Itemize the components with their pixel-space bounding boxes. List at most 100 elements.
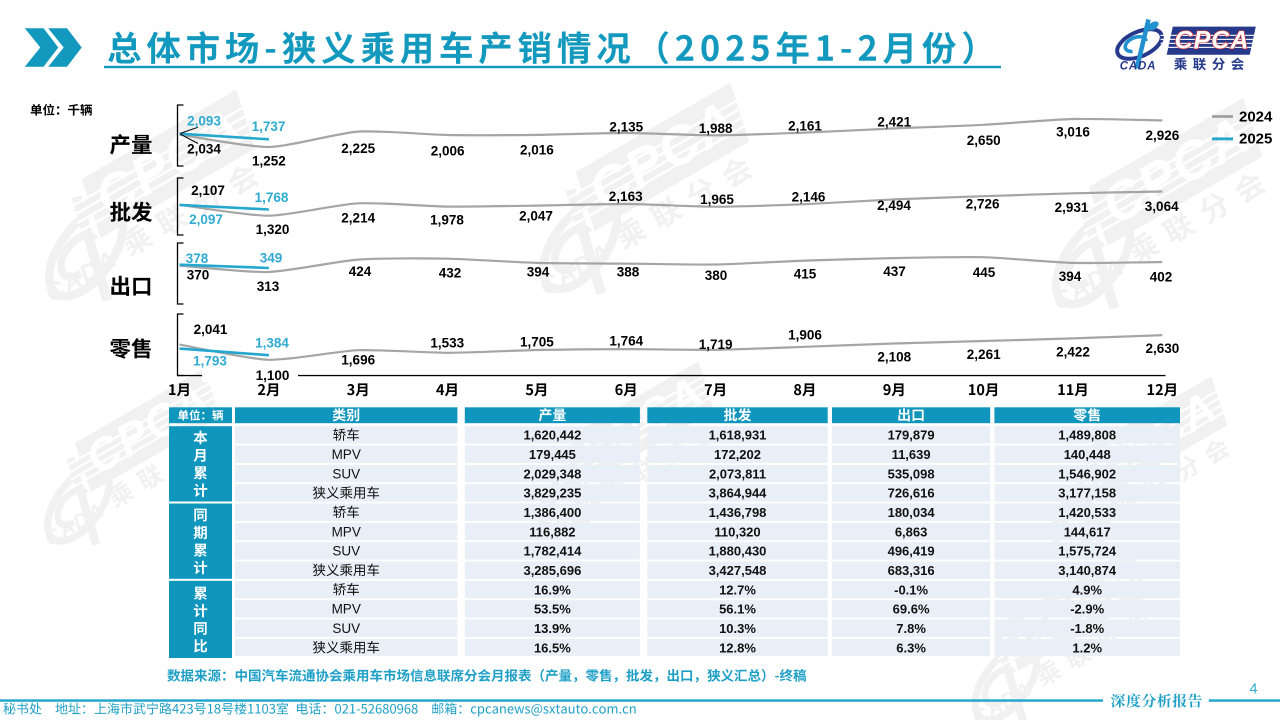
svg-text:2,163: 2,163 bbox=[609, 189, 643, 204]
svg-text:1,384: 1,384 bbox=[255, 335, 289, 350]
svg-text:2,097: 2,097 bbox=[189, 212, 223, 227]
svg-text:3,016: 3,016 bbox=[1056, 125, 1090, 140]
svg-text:3,829,235: 3,829,235 bbox=[523, 486, 581, 501]
svg-text:1,737: 1,737 bbox=[252, 119, 286, 134]
svg-text:370: 370 bbox=[187, 267, 210, 282]
svg-text:1,988: 1,988 bbox=[699, 121, 733, 136]
svg-text:172,202: 172,202 bbox=[714, 447, 761, 462]
svg-text:2,047: 2,047 bbox=[519, 209, 553, 224]
svg-text:402: 402 bbox=[1150, 269, 1173, 284]
svg-text:2,494: 2,494 bbox=[877, 198, 911, 213]
svg-text:432: 432 bbox=[439, 265, 462, 280]
svg-text:1,618,931: 1,618,931 bbox=[709, 428, 767, 443]
svg-text:1,782,414: 1,782,414 bbox=[523, 544, 582, 559]
svg-text:2,926: 2,926 bbox=[1146, 128, 1180, 143]
svg-text:349: 349 bbox=[260, 251, 283, 266]
svg-text:1,436,798: 1,436,798 bbox=[709, 505, 767, 520]
svg-text:53.5%: 53.5% bbox=[534, 602, 571, 617]
svg-text:SUV: SUV bbox=[332, 466, 360, 481]
svg-text:CPCA: CPCA bbox=[1175, 27, 1250, 55]
svg-text:2024: 2024 bbox=[1239, 108, 1273, 125]
svg-text:4.9%: 4.9% bbox=[1072, 582, 1102, 597]
svg-text:2,421: 2,421 bbox=[877, 115, 911, 130]
svg-text:-1.8%: -1.8% bbox=[1070, 621, 1104, 636]
svg-text:69.6%: 69.6% bbox=[893, 602, 930, 617]
svg-text:6.3%: 6.3% bbox=[896, 640, 926, 655]
svg-text:1,880,430: 1,880,430 bbox=[709, 544, 767, 559]
svg-text:3,064: 3,064 bbox=[1145, 199, 1179, 214]
svg-text:2,034: 2,034 bbox=[187, 142, 221, 157]
svg-text:1,705: 1,705 bbox=[520, 334, 554, 349]
svg-text:16.9%: 16.9% bbox=[534, 582, 571, 597]
svg-text:3,140,874: 3,140,874 bbox=[1058, 563, 1117, 578]
svg-text:-0.1%: -0.1% bbox=[894, 582, 928, 597]
svg-text:3,864,944: 3,864,944 bbox=[709, 486, 768, 501]
svg-text:1,978: 1,978 bbox=[430, 212, 464, 227]
svg-text:2,261: 2,261 bbox=[967, 347, 1001, 362]
svg-text:7.8%: 7.8% bbox=[896, 621, 926, 636]
svg-text:2,146: 2,146 bbox=[792, 190, 826, 205]
svg-text:1,764: 1,764 bbox=[609, 333, 643, 348]
svg-text:-2.9%: -2.9% bbox=[1070, 602, 1104, 617]
svg-text:110,320: 110,320 bbox=[714, 524, 760, 539]
svg-text:13.9%: 13.9% bbox=[534, 621, 571, 636]
svg-text:1,320: 1,320 bbox=[256, 222, 290, 237]
svg-text:2,073,811: 2,073,811 bbox=[709, 466, 766, 481]
svg-text:388: 388 bbox=[617, 264, 640, 279]
svg-text:2,016: 2,016 bbox=[520, 142, 554, 157]
svg-text:1,420,533: 1,420,533 bbox=[1058, 505, 1116, 520]
svg-text:2,225: 2,225 bbox=[341, 141, 375, 156]
svg-text:2,108: 2,108 bbox=[877, 349, 911, 364]
svg-text:2,041: 2,041 bbox=[194, 322, 228, 337]
svg-text:2,422: 2,422 bbox=[1056, 344, 1090, 359]
svg-text:1,906: 1,906 bbox=[788, 327, 822, 342]
svg-text:144,617: 144,617 bbox=[1064, 524, 1111, 539]
svg-text:1,252: 1,252 bbox=[252, 153, 286, 168]
svg-text:12.8%: 12.8% bbox=[719, 640, 756, 655]
svg-text:1,719: 1,719 bbox=[699, 337, 733, 352]
svg-text:1,768: 1,768 bbox=[255, 190, 289, 205]
svg-text:CADA: CADA bbox=[1120, 61, 1156, 73]
svg-text:378: 378 bbox=[186, 251, 209, 266]
svg-text:140,448: 140,448 bbox=[1064, 447, 1111, 462]
svg-text:2,093: 2,093 bbox=[187, 113, 221, 128]
svg-text:4: 4 bbox=[1249, 682, 1257, 698]
svg-text:1,533: 1,533 bbox=[430, 336, 464, 351]
svg-text:SUV: SUV bbox=[332, 621, 360, 636]
svg-text:MPV: MPV bbox=[332, 524, 361, 539]
svg-text:424: 424 bbox=[349, 264, 372, 279]
svg-text:2025: 2025 bbox=[1239, 131, 1272, 148]
svg-text:1,100: 1,100 bbox=[256, 368, 290, 383]
svg-text:MPV: MPV bbox=[332, 602, 361, 617]
svg-text:116,882: 116,882 bbox=[529, 524, 575, 539]
svg-text:11,639: 11,639 bbox=[892, 447, 931, 462]
svg-text:2,726: 2,726 bbox=[966, 197, 1000, 212]
svg-text:1,386,400: 1,386,400 bbox=[523, 505, 581, 520]
svg-text:394: 394 bbox=[527, 264, 550, 279]
svg-text:394: 394 bbox=[1059, 269, 1082, 284]
svg-text:6,863: 6,863 bbox=[895, 524, 928, 539]
svg-text:2,630: 2,630 bbox=[1146, 341, 1180, 356]
svg-text:2,029,348: 2,029,348 bbox=[523, 466, 581, 481]
svg-text:56.1%: 56.1% bbox=[719, 602, 756, 617]
svg-text:2,006: 2,006 bbox=[431, 143, 465, 158]
svg-text:1,793: 1,793 bbox=[193, 353, 227, 368]
svg-text:496,419: 496,419 bbox=[888, 544, 935, 559]
svg-text:3,427,548: 3,427,548 bbox=[709, 563, 767, 578]
svg-text:2,107: 2,107 bbox=[191, 183, 225, 198]
svg-text:1,620,442: 1,620,442 bbox=[523, 428, 581, 443]
svg-text:179,879: 179,879 bbox=[888, 428, 935, 443]
svg-text:726,616: 726,616 bbox=[888, 486, 935, 501]
svg-text:179,445: 179,445 bbox=[529, 447, 576, 462]
svg-text:1,575,724: 1,575,724 bbox=[1058, 544, 1117, 559]
svg-text:3,285,696: 3,285,696 bbox=[523, 563, 581, 578]
svg-text:1,965: 1,965 bbox=[700, 192, 734, 207]
svg-text:415: 415 bbox=[794, 266, 817, 281]
svg-text:445: 445 bbox=[973, 265, 996, 280]
svg-text:2,214: 2,214 bbox=[341, 210, 375, 225]
svg-text:10.3%: 10.3% bbox=[719, 621, 756, 636]
svg-text:683,316: 683,316 bbox=[888, 563, 935, 578]
svg-text:313: 313 bbox=[257, 279, 280, 294]
svg-text:2,161: 2,161 bbox=[788, 119, 822, 134]
svg-text:180,034: 180,034 bbox=[888, 505, 936, 520]
